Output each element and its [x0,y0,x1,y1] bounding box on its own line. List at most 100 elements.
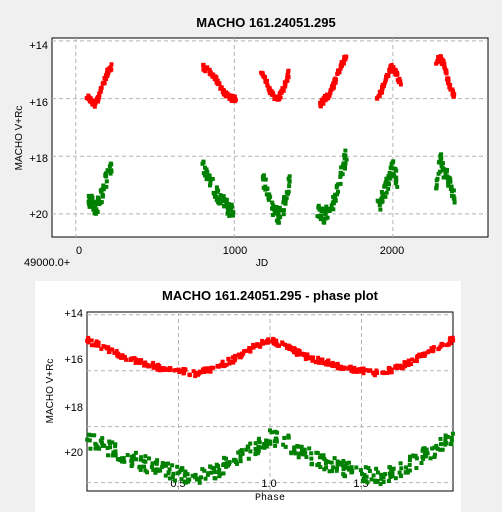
data-point [391,64,396,69]
data-point [108,347,112,352]
data-point [207,173,212,178]
data-point [281,208,286,213]
data-point [283,201,288,206]
data-point [443,433,448,438]
data-point [244,447,249,452]
data-point [269,89,274,94]
data-point [246,445,251,450]
data-point [92,433,97,438]
data-point [351,366,356,371]
data-point [297,349,302,354]
data-point [323,461,328,466]
data-point [387,465,392,470]
data-point [109,62,114,67]
data-point [93,205,98,210]
data-point [415,354,420,358]
data-point [231,359,236,364]
data-point [154,461,159,466]
data-point [263,184,268,189]
data-point [360,471,364,476]
data-point [364,368,369,373]
data-point [429,346,434,351]
x-axis-label: JD [256,258,268,269]
data-point [440,168,445,173]
data-point [209,470,214,475]
data-point [300,448,304,453]
data-point [387,182,391,187]
data-point [419,461,424,465]
data-point [183,480,187,485]
data-point [438,344,443,349]
data-point [285,191,290,196]
data-point [173,478,177,483]
data-point [103,73,108,78]
data-point [331,194,336,199]
y-tick-label: +14 [29,40,48,52]
data-point [451,93,456,97]
data-point [434,185,439,190]
data-point [265,439,270,444]
data-point [217,474,222,479]
data-point [378,207,383,212]
data-point [166,470,171,475]
data-point [101,183,106,188]
data-point [93,341,98,346]
data-point [386,174,391,179]
data-point [441,59,446,64]
x-axis-label: Phase [255,492,285,504]
data-point [399,473,404,478]
data-point [198,370,203,375]
data-point [301,452,306,457]
data-point [333,76,338,81]
lightcurve-panel: MACHO 161.24051.295 +14 +16 +18 +20 0 10… [14,15,489,269]
data-point [215,78,220,83]
data-point [315,451,320,455]
data-point [331,85,336,90]
data-point [318,465,323,469]
data-point [327,209,332,213]
data-point [139,358,144,363]
data-point [380,196,384,201]
data-point [107,164,112,169]
data-point [258,342,262,347]
data-point [124,357,129,362]
data-point [318,217,323,222]
data-point [217,196,222,201]
data-point [369,477,374,482]
data-point [346,366,351,371]
data-point [446,80,450,84]
data-point [207,71,212,76]
data-point [170,463,175,468]
data-point [329,203,334,208]
data-point [173,368,178,372]
data-point [204,177,209,182]
data-point [430,446,435,451]
x-tick-label: 0 [76,245,82,257]
data-point [208,464,213,469]
data-point [387,370,391,375]
data-point [201,67,206,72]
data-point [362,473,367,477]
data-point [323,210,328,215]
data-point [317,360,322,365]
data-point [387,170,392,175]
data-point [153,470,158,475]
data-point [199,475,203,480]
data-point [366,466,371,471]
data-point [224,464,229,469]
data-point [212,470,217,475]
data-point [284,196,289,201]
data-point [442,62,446,67]
data-point [347,467,351,472]
data-point [149,465,154,469]
data-point [391,159,396,164]
data-point [208,183,212,188]
data-point [164,367,169,372]
y-tick-label: +14 [64,308,83,320]
data-point [340,60,345,65]
data-point [235,461,239,466]
data-point [229,212,234,217]
data-point [226,204,231,209]
data-point [138,464,143,469]
data-points [85,335,456,487]
